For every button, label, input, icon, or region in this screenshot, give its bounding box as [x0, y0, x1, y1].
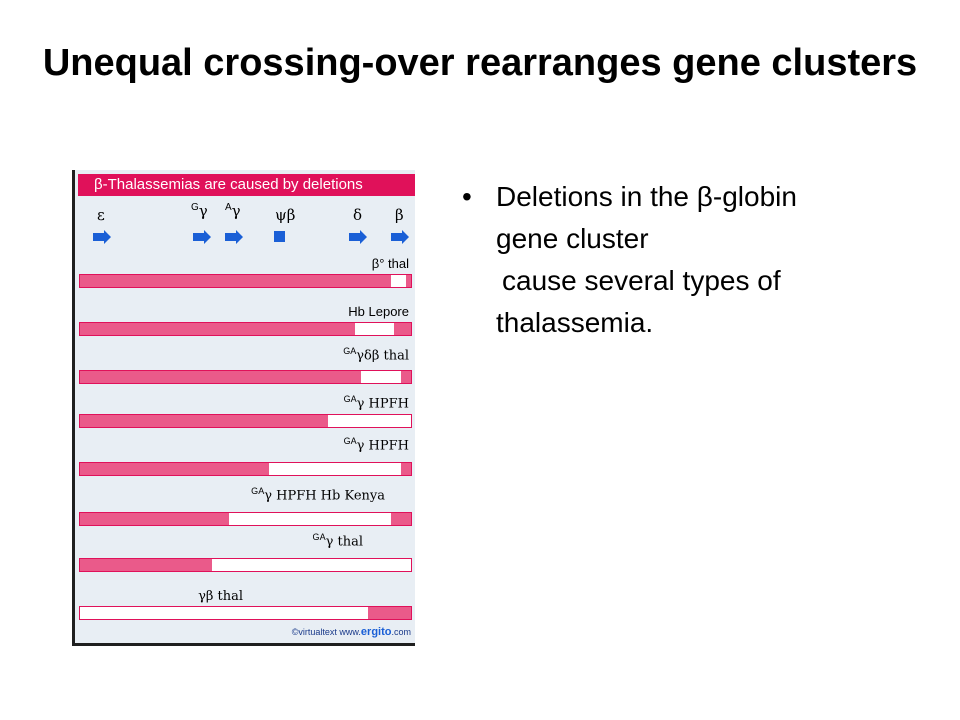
row-label-gamma-beta-thal: γβ thal	[198, 589, 243, 604]
retained-segment	[80, 323, 355, 335]
pseudogene-marker-icon	[274, 231, 285, 242]
gene-label-g-gamma: Gγ	[191, 202, 208, 220]
gene-arrow-epsilon	[93, 230, 111, 244]
retained-segment	[80, 513, 229, 525]
gene-label-a-gamma: Aγ	[225, 202, 241, 220]
row-label-gagamma-hpfh-hb-kenya: GAγ HPFH Hb Kenya	[251, 486, 385, 504]
bullet-list: • Deletions in the β-globin gene cluster…	[460, 176, 900, 344]
copyright-notice: ©virtualtext www.ergito.com	[291, 626, 411, 638]
row-label-gagamma-hpfh-2: GAγ HPFH	[343, 436, 409, 454]
thalassemia-figure: β-Thalassemias are caused by deletions ε…	[72, 170, 415, 646]
bullet-continuation: gene cluster	[460, 218, 900, 260]
retained-segment	[391, 513, 411, 525]
retained-segment	[80, 463, 269, 475]
gene-label-epsilon: ε	[97, 206, 105, 224]
gene-arrow-g-gamma	[193, 230, 211, 244]
deletion-bar	[79, 512, 412, 526]
gene-label-beta: β	[395, 206, 404, 224]
gene-label-delta: δ	[353, 206, 363, 224]
bullet-continuation: cause several types of	[460, 260, 900, 302]
row-label-hb-lepore: Hb Lepore	[348, 304, 409, 319]
retained-segment	[367, 607, 411, 619]
bullet-text-line2: gene cluster	[496, 223, 649, 254]
row-label-gagamma-thal: GAγ thal	[312, 532, 363, 550]
row-label-beta-zero-thal: β° thal	[371, 256, 409, 271]
retained-segment	[394, 323, 411, 335]
gene-arrow-beta	[391, 230, 409, 244]
gene-arrow-a-gamma	[225, 230, 243, 244]
retained-segment	[80, 559, 213, 571]
deletion-bar	[79, 558, 412, 572]
retained-segment	[401, 463, 411, 475]
retained-segment	[406, 275, 411, 287]
deletion-bar	[79, 414, 412, 428]
row-label-gagamma-hpfh-1: GAγ HPFH	[343, 394, 409, 412]
bullet-item: • Deletions in the β-globin	[460, 176, 900, 218]
figure-header: β-Thalassemias are caused by deletions	[78, 174, 415, 196]
retained-segment	[80, 371, 362, 383]
bullet-dot-icon: •	[462, 181, 472, 212]
gene-arrow-delta	[349, 230, 367, 244]
retained-segment	[80, 275, 392, 287]
deletion-bar	[79, 370, 412, 384]
bullet-text-line1: Deletions in the β-globin	[496, 181, 797, 212]
deletion-bar	[79, 606, 412, 620]
retained-segment	[80, 415, 329, 427]
bullet-continuation: thalassemia.	[460, 302, 900, 344]
deletion-bar	[79, 462, 412, 476]
row-label-gagamma-deltabeta-thal: GAγδβ thal	[343, 346, 409, 364]
retained-segment	[401, 371, 411, 383]
gene-label-psi-beta: ψβ	[275, 206, 296, 224]
bullet-text-line4: thalassemia.	[496, 307, 654, 338]
bullet-text-line3: cause several types of	[502, 265, 781, 296]
deletion-bar	[79, 322, 412, 336]
deletion-bar	[79, 274, 412, 288]
slide-title: Unequal crossing-over rearranges gene cl…	[42, 42, 918, 84]
